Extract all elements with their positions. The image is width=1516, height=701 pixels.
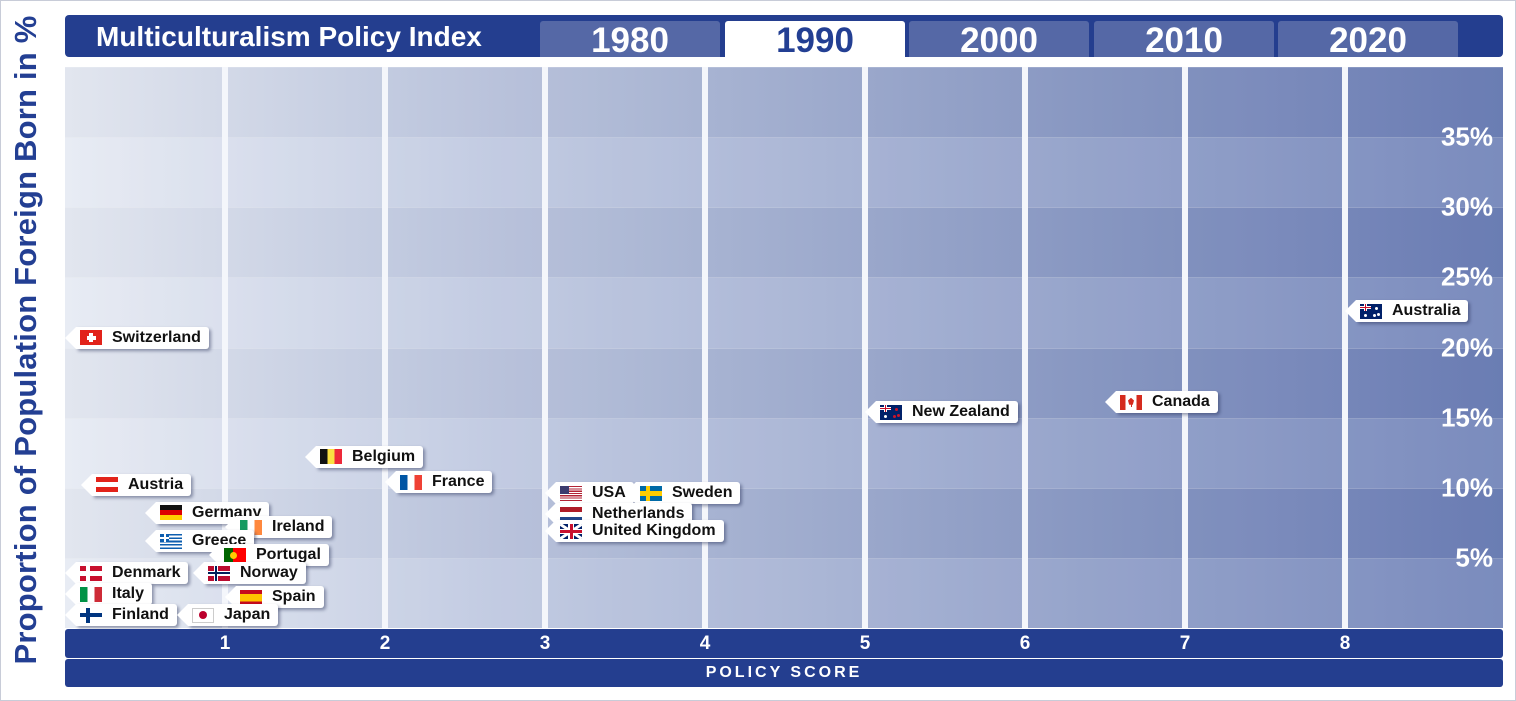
y-tick-label: 35% — [1440, 121, 1493, 152]
marker-australia[interactable]: Australia — [1344, 300, 1469, 323]
vertical-gridline — [222, 67, 228, 628]
es-flag-icon — [240, 589, 262, 605]
x-axis-bar: 1 2 3 4 5 6 7 8 — [65, 629, 1503, 658]
x-tick-label: 4 — [699, 633, 711, 654]
marker-norway[interactable]: Norway — [193, 562, 306, 585]
y-tick-label: 20% — [1440, 332, 1493, 362]
dk-flag-icon — [80, 565, 102, 581]
tab-2000[interactable]: 2000 — [909, 21, 1089, 60]
marker-france[interactable]: France — [384, 471, 493, 494]
grid-band — [65, 487, 1503, 559]
de-flag-icon — [160, 505, 182, 521]
vertical-gridline — [1022, 67, 1028, 628]
marker-portugal[interactable]: Portugal — [209, 544, 329, 567]
marker-label: Australia — [1392, 302, 1461, 320]
marker-ireland[interactable]: Ireland — [224, 516, 333, 539]
marker-switzerland[interactable]: Switzerland — [65, 326, 209, 349]
y-tick-label: 30% — [1440, 191, 1493, 222]
y-tick-label: 15% — [1440, 402, 1493, 433]
marker-austria[interactable]: Austria — [80, 473, 192, 496]
marker-usa[interactable]: USA — [545, 482, 634, 505]
grid-band — [65, 277, 1503, 349]
vertical-gridline — [862, 67, 868, 628]
fr-flag-icon — [400, 474, 422, 490]
marker-united-kingdom[interactable]: United Kingdom — [545, 520, 724, 543]
vertical-gridline — [1342, 67, 1348, 628]
gb-flag-icon — [560, 523, 582, 539]
y-axis-title: Proportion of Population Foreign Born in… — [8, 15, 43, 665]
x-tick-label: 8 — [1339, 633, 1351, 654]
marker-belgium[interactable]: Belgium — [304, 445, 424, 468]
marker-finland[interactable]: Finland — [65, 604, 177, 627]
marker-label: USA — [592, 484, 626, 502]
at-flag-icon — [96, 477, 118, 493]
nl-flag-icon — [560, 506, 582, 522]
marker-label: Japan — [224, 606, 271, 624]
marker-label: Italy — [112, 585, 145, 603]
marker-spain[interactable]: Spain — [225, 586, 324, 609]
grid-band — [65, 67, 1503, 138]
x-tick-label: 2 — [379, 633, 391, 654]
ca-flag-icon — [1120, 394, 1142, 410]
ch-flag-icon — [80, 330, 102, 346]
marker-label: Switzerland — [112, 328, 201, 346]
vertical-gridline — [702, 67, 708, 628]
y-tick-label: 25% — [1440, 261, 1493, 292]
tab-2010[interactable]: 2010 — [1094, 21, 1274, 60]
gr-flag-icon — [160, 533, 182, 549]
grid-band — [65, 207, 1503, 278]
vertical-gridline — [1182, 67, 1188, 628]
chart-title: Multiculturalism Policy Index — [96, 21, 482, 52]
marker-label: Austria — [128, 475, 184, 493]
marker-label: Ireland — [272, 518, 325, 536]
marker-label: United Kingdom — [592, 522, 716, 540]
tab-2020[interactable]: 2020 — [1278, 21, 1458, 60]
marker-new-zealand[interactable]: New Zealand — [865, 401, 1018, 423]
marker-label: Norway — [240, 564, 298, 582]
tab-1990[interactable]: 1990 — [725, 21, 905, 60]
marker-italy[interactable]: Italy — [64, 583, 153, 606]
vertical-gridline — [382, 67, 388, 628]
grid-band — [65, 137, 1503, 209]
marker-label: Canada — [1152, 393, 1210, 411]
marker-label: Spain — [272, 588, 316, 606]
y-tick-label: 5% — [1455, 542, 1493, 573]
marker-label: Finland — [112, 606, 169, 624]
fi-flag-icon — [80, 607, 102, 623]
plot-area: 5% 10% 15% 20% 25% 30% 35% Switzerland Austria G… — [64, 67, 1503, 629]
marker-netherlands[interactable]: Netherlands — [544, 503, 693, 526]
us-flag-icon — [560, 485, 582, 501]
marker-denmark[interactable]: Denmark — [64, 562, 189, 585]
marker-label: France — [432, 473, 485, 491]
be-flag-icon — [320, 449, 342, 465]
x-tick-label: 7 — [1179, 633, 1191, 654]
vertical-gridline — [542, 67, 548, 628]
marker-label: Belgium — [352, 447, 416, 465]
x-axis-title: POLICY SCORE — [65, 659, 1503, 687]
marker-japan[interactable]: Japan — [176, 604, 279, 627]
marker-label: Sweden — [672, 484, 733, 502]
x-tick-label: 5 — [859, 633, 871, 654]
se-flag-icon — [640, 485, 662, 501]
marker-label: New Zealand — [912, 403, 1010, 420]
au-flag-icon — [1360, 303, 1382, 319]
marker-label: Portugal — [256, 546, 321, 564]
grid-band — [65, 417, 1503, 489]
marker-canada[interactable]: Canada — [1105, 391, 1218, 414]
nz-flag-icon — [880, 404, 902, 420]
tab-1980[interactable]: 1980 — [540, 21, 720, 60]
marker-sweden[interactable]: Sweden — [624, 482, 741, 505]
marker-label: Netherlands — [592, 505, 685, 523]
x-tick-label: 1 — [219, 633, 231, 654]
marker-label: Denmark — [112, 564, 181, 582]
x-tick-label: 3 — [539, 633, 551, 654]
y-tick-label: 10% — [1440, 472, 1493, 503]
x-tick-label: 6 — [1019, 633, 1031, 654]
pt-flag-icon — [224, 547, 246, 563]
grid-band — [65, 347, 1503, 419]
jp-flag-icon — [192, 607, 214, 623]
it-flag-icon — [80, 586, 102, 602]
no-flag-icon — [208, 565, 230, 581]
